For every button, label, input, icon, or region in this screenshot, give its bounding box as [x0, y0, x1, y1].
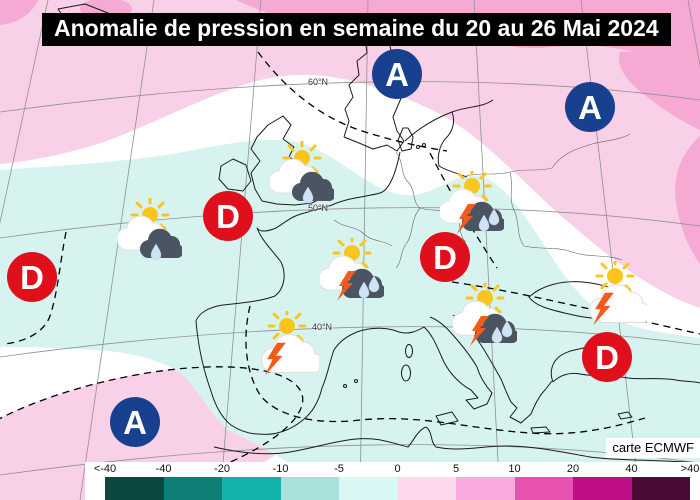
legend-color-swatch [280, 477, 339, 500]
legend-color-swatch [456, 477, 515, 500]
legend-color-swatch [163, 477, 222, 500]
legend-colorbar [105, 477, 690, 500]
depression-badge: D [420, 232, 470, 282]
legend-tick-label: 0 [394, 463, 401, 475]
depression-badge: D [7, 252, 57, 302]
legend-color-swatch [514, 477, 573, 500]
legend-tick-label: -40 [155, 463, 172, 475]
legend-color-swatch [105, 477, 164, 500]
legend-color-swatch [222, 477, 281, 500]
legend-tick-label: >40 [680, 463, 700, 475]
latitude-label: 50°N [307, 203, 329, 213]
legend-tick-label: -5 [334, 463, 344, 475]
depression-badge: D [582, 332, 632, 382]
latitude-label: 60°N [307, 77, 329, 87]
legend-tick-label: 10 [508, 463, 521, 475]
legend-tick-label: -20 [214, 463, 230, 475]
anticyclone-badge: A [110, 397, 160, 447]
anticyclone-badge: A [565, 82, 615, 132]
legend-tick-label: 20 [566, 463, 580, 475]
map-credit: carte ECMWF [606, 438, 700, 458]
legend-tick-label: <-40 [93, 463, 117, 475]
legend-color-swatch [631, 477, 690, 500]
legend-tick-label: -10 [272, 463, 289, 475]
latitude-label: 40°N [311, 322, 333, 332]
depression-badge: D [203, 191, 253, 241]
legend-tick-label: 40 [625, 463, 638, 475]
map-title: Anomalie de pression en semaine du 20 au… [42, 13, 671, 46]
country-borders [333, 133, 631, 269]
legend-tick-label: 5 [452, 463, 460, 475]
legend-color-swatch [339, 477, 398, 500]
anticyclone-badge: A [372, 49, 422, 99]
legend-color-swatch [573, 477, 632, 500]
coastlines [57, 3, 700, 464]
legend-color-swatch [397, 477, 456, 500]
